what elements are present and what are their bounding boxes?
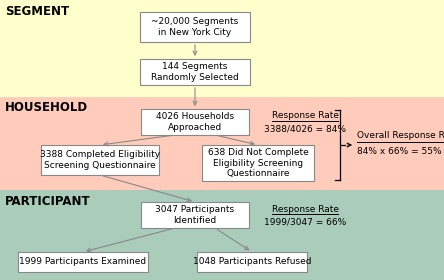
FancyBboxPatch shape [141,109,249,135]
Text: Overall Response Rate: Overall Response Rate [357,132,444,141]
Bar [0,190,444,280]
Text: ~20,000 Segments
in New York City: ~20,000 Segments in New York City [151,17,238,37]
FancyBboxPatch shape [41,145,159,175]
FancyBboxPatch shape [197,252,307,272]
Text: 1999 Participants Examined: 1999 Participants Examined [20,258,147,267]
FancyBboxPatch shape [18,252,148,272]
Bar [0,97,444,190]
Text: 638 Did Not Complete
Eligibility Screening
Questionnaire: 638 Did Not Complete Eligibility Screeni… [208,148,309,178]
Text: 1999/3047 = 66%: 1999/3047 = 66% [264,218,346,227]
FancyBboxPatch shape [140,59,250,85]
Text: 144 Segments
Randomly Selected: 144 Segments Randomly Selected [151,62,239,82]
FancyBboxPatch shape [141,202,249,228]
Text: HOUSEHOLD: HOUSEHOLD [5,101,88,114]
Text: SEGMENT: SEGMENT [5,5,69,18]
Text: PARTICIPANT: PARTICIPANT [5,195,91,208]
Text: 84% x 66% = 55%: 84% x 66% = 55% [357,146,442,155]
Text: 3047 Participants
Identified: 3047 Participants Identified [155,205,234,225]
Bar [0,0,444,97]
Text: 1048 Participants Refused: 1048 Participants Refused [193,258,311,267]
Text: Response Rate: Response Rate [271,204,338,213]
Text: 3388/4026 = 84%: 3388/4026 = 84% [264,125,346,134]
FancyBboxPatch shape [140,12,250,42]
Text: 3388 Completed Eligibility
Screening Questionnaire: 3388 Completed Eligibility Screening Que… [40,150,160,170]
Text: Response Rate: Response Rate [271,111,338,120]
FancyBboxPatch shape [202,145,314,181]
Text: 4026 Households
Approached: 4026 Households Approached [156,112,234,132]
